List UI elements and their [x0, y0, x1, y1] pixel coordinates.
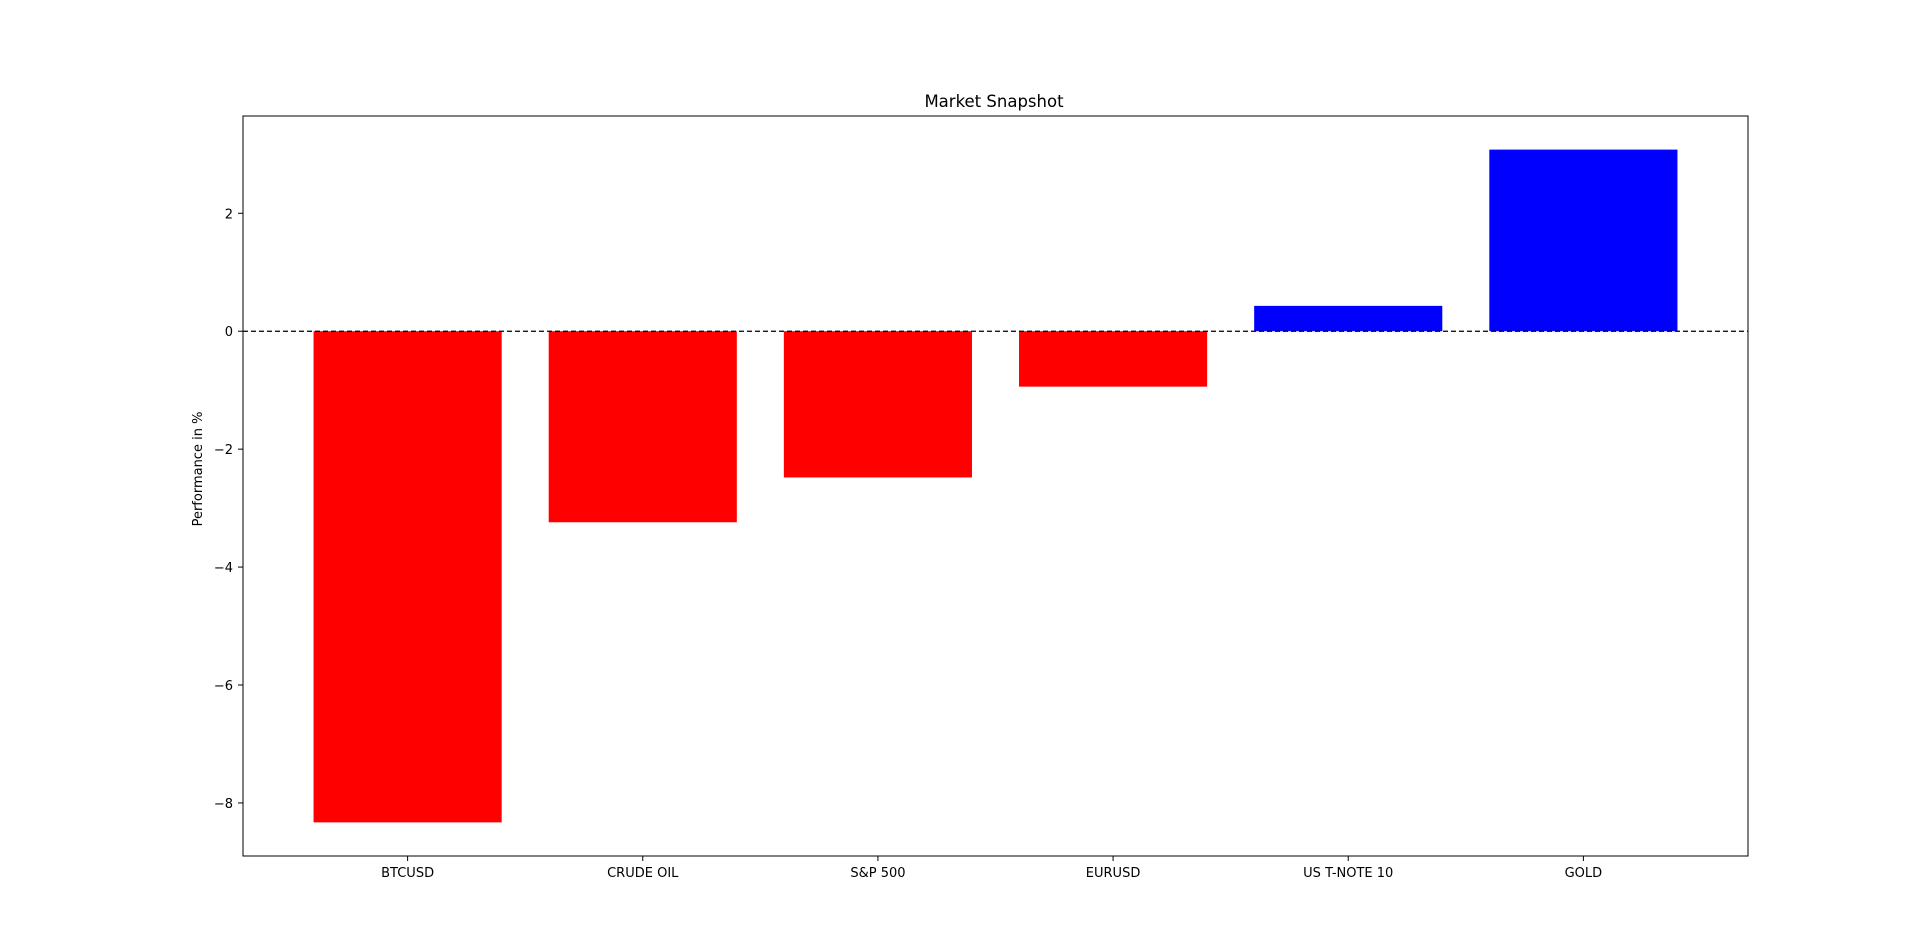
y-tick-label: −6 [214, 679, 233, 694]
bar-s-p-500 [783, 331, 972, 478]
bar-btcusd [313, 331, 502, 823]
x-tick-label: BTCUSD [381, 866, 434, 881]
x-tick-label: EURUSD [1086, 866, 1141, 881]
y-axis-label: Performance in % [191, 412, 206, 527]
y-ticks: −8 −6 −4 −2 0 2 [214, 207, 243, 812]
x-tick-label: S&P 500 [850, 866, 905, 881]
y-tick-label: 0 [225, 325, 233, 340]
x-tick-label: GOLD [1565, 866, 1603, 881]
bar-us-t-note-10 [1254, 305, 1443, 332]
chart-title: Market Snapshot [924, 92, 1064, 111]
y-tick-label: −4 [214, 561, 233, 576]
bars-layer [313, 149, 1678, 823]
x-tick-label: CRUDE OIL [607, 866, 679, 881]
x-tick-label: US T-NOTE 10 [1303, 866, 1393, 881]
y-tick-label: −2 [214, 443, 233, 458]
bar-gold [1489, 149, 1678, 332]
bar-crude-oil [548, 331, 737, 523]
plot-frame [242, 115, 1749, 857]
x-ticks: BTCUSD CRUDE OIL S&P 500 EURUSD US T-NOTE 10… [381, 856, 1602, 881]
y-tick-label: −8 [214, 797, 233, 812]
bar-eurusd [1019, 331, 1208, 387]
y-tick-label: 2 [225, 207, 233, 222]
